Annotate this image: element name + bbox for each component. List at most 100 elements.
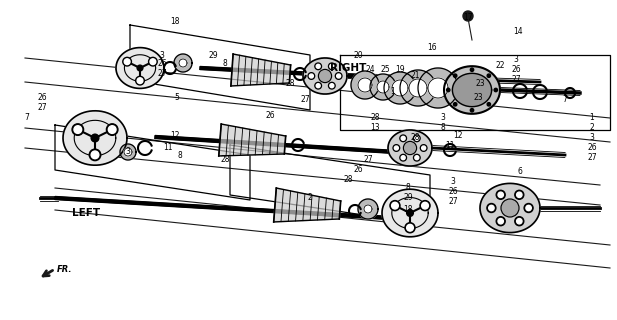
Circle shape <box>415 136 419 140</box>
Circle shape <box>453 74 457 77</box>
Text: 26: 26 <box>511 66 521 75</box>
Circle shape <box>463 11 473 21</box>
Text: 7: 7 <box>563 95 568 105</box>
Circle shape <box>316 64 320 68</box>
Circle shape <box>318 69 331 83</box>
Polygon shape <box>179 59 187 67</box>
Text: 3: 3 <box>126 148 130 156</box>
Polygon shape <box>382 189 438 237</box>
Text: 11: 11 <box>164 142 173 151</box>
Text: 5: 5 <box>175 93 180 102</box>
Text: 28: 28 <box>370 114 379 123</box>
Polygon shape <box>303 58 347 94</box>
Text: 3: 3 <box>513 55 518 65</box>
Text: 2: 2 <box>308 193 312 202</box>
Circle shape <box>487 74 491 77</box>
Text: 7: 7 <box>25 114 30 123</box>
Text: 23: 23 <box>475 78 485 87</box>
Text: 12: 12 <box>453 131 463 140</box>
Circle shape <box>498 192 503 197</box>
Circle shape <box>470 108 474 112</box>
Circle shape <box>390 201 400 211</box>
Text: 11: 11 <box>445 140 455 149</box>
Text: 17: 17 <box>463 13 473 22</box>
Circle shape <box>498 219 503 224</box>
Circle shape <box>328 63 335 70</box>
Circle shape <box>515 190 524 199</box>
Text: 3: 3 <box>590 133 594 142</box>
Polygon shape <box>364 205 372 213</box>
Text: 16: 16 <box>427 44 437 52</box>
Text: 28: 28 <box>285 78 295 87</box>
Circle shape <box>89 149 101 161</box>
Text: 27: 27 <box>587 154 597 163</box>
Text: 27: 27 <box>157 68 167 77</box>
Circle shape <box>336 73 342 79</box>
Circle shape <box>404 141 416 155</box>
Circle shape <box>496 217 505 226</box>
Text: 27: 27 <box>511 76 521 84</box>
Polygon shape <box>116 48 164 88</box>
Text: 8: 8 <box>178 150 183 159</box>
Circle shape <box>315 63 321 70</box>
Circle shape <box>136 76 144 85</box>
Text: 3: 3 <box>441 114 445 123</box>
Polygon shape <box>120 144 136 160</box>
Text: 14: 14 <box>513 28 523 36</box>
Polygon shape <box>358 78 372 92</box>
Text: 26: 26 <box>157 60 167 68</box>
Text: 26: 26 <box>37 93 47 102</box>
Text: LEFT: LEFT <box>72 208 100 218</box>
Polygon shape <box>400 70 436 106</box>
Text: 12: 12 <box>170 131 180 140</box>
Circle shape <box>494 88 497 92</box>
Circle shape <box>405 223 415 233</box>
Polygon shape <box>377 81 389 93</box>
Circle shape <box>123 57 131 66</box>
Circle shape <box>330 84 334 88</box>
Circle shape <box>516 219 522 224</box>
Circle shape <box>72 124 83 135</box>
Text: 28: 28 <box>343 175 353 185</box>
Circle shape <box>420 201 430 211</box>
Circle shape <box>496 190 505 199</box>
Polygon shape <box>63 111 127 165</box>
Text: 27: 27 <box>363 156 373 164</box>
Text: 27: 27 <box>37 102 47 111</box>
Text: 23: 23 <box>473 92 483 101</box>
Text: 3: 3 <box>160 51 165 60</box>
Polygon shape <box>200 67 390 79</box>
Polygon shape <box>231 54 291 86</box>
Text: RIGHT: RIGHT <box>330 63 366 73</box>
Text: 26: 26 <box>353 165 363 174</box>
Circle shape <box>407 224 413 231</box>
Circle shape <box>308 73 315 79</box>
Circle shape <box>421 202 428 209</box>
Circle shape <box>109 126 116 133</box>
Circle shape <box>415 156 419 160</box>
Polygon shape <box>388 130 432 166</box>
Polygon shape <box>174 54 192 72</box>
Polygon shape <box>384 72 416 104</box>
Circle shape <box>516 192 522 197</box>
Circle shape <box>453 103 457 106</box>
Polygon shape <box>418 68 458 108</box>
Text: 13: 13 <box>370 124 380 132</box>
Polygon shape <box>155 135 395 154</box>
Polygon shape <box>480 183 540 233</box>
Circle shape <box>106 124 118 135</box>
Text: 28: 28 <box>220 156 230 164</box>
Circle shape <box>526 205 531 211</box>
Circle shape <box>487 204 496 212</box>
Text: 6: 6 <box>518 167 523 177</box>
Text: 27: 27 <box>300 95 310 105</box>
Text: 8: 8 <box>405 183 410 193</box>
Text: 29: 29 <box>208 51 218 60</box>
Circle shape <box>421 146 426 150</box>
Circle shape <box>315 82 321 89</box>
Polygon shape <box>219 124 286 156</box>
Circle shape <box>91 134 99 142</box>
Polygon shape <box>370 74 396 100</box>
Circle shape <box>413 135 420 142</box>
Text: 26: 26 <box>265 110 275 119</box>
